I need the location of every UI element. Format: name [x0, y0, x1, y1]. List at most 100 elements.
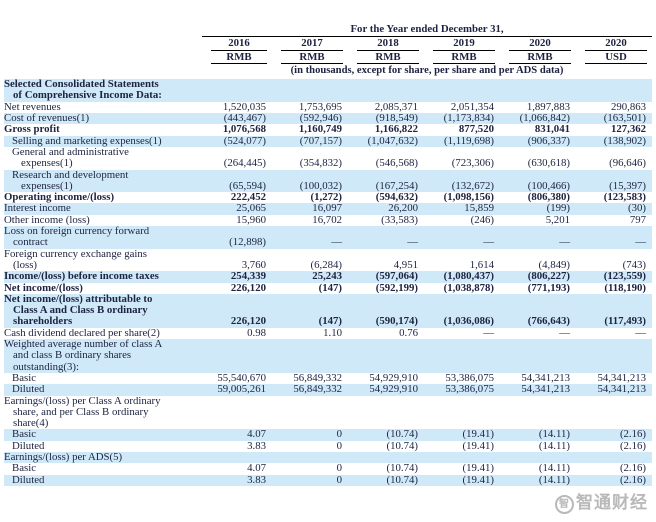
cell-value	[272, 79, 348, 102]
cell-value: 4,951	[348, 248, 424, 272]
cell-value: 16,702	[272, 214, 348, 227]
cell-value: (132,672)	[424, 169, 500, 193]
cell-value	[576, 451, 653, 464]
year-label: 2019	[433, 38, 495, 51]
cell-value: (918,549)	[348, 112, 424, 125]
currency-label: RMB	[509, 51, 571, 64]
header-spacer	[4, 64, 202, 79]
cell-value: 226,120	[202, 282, 272, 294]
cell-value: 1,520,035	[202, 101, 272, 114]
cell-value: —	[348, 226, 424, 249]
cell-value: (96,646)	[576, 146, 653, 170]
cell-value: (10.74)	[348, 474, 424, 486]
cell-value: (100,466)	[500, 169, 576, 193]
header-spacer	[4, 37, 202, 51]
cell-value: 0.76	[348, 327, 424, 340]
table-row: Loss on foreign currency forward contract…	[4, 225, 653, 249]
year-column-header: 2019	[424, 37, 500, 51]
watermark-text: 智通财经	[576, 493, 648, 513]
cell-value: 226,120	[202, 293, 272, 328]
cell-value: 2,051,354	[424, 101, 500, 114]
cell-value: 3.83	[202, 474, 272, 486]
table-row: Interest income 25,065 16,097 26,200 15,859(…	[4, 203, 653, 215]
cell-value: (2.16)	[576, 462, 653, 475]
currency-column-header: RMB	[424, 51, 500, 64]
currency-column-header: USD	[576, 51, 652, 64]
row-label: Basic	[4, 429, 202, 441]
cell-value: (123,583)	[576, 191, 653, 204]
cell-value: 127,362	[576, 124, 653, 136]
cell-value: (806,380)	[500, 191, 576, 204]
cell-value: (2.16)	[576, 429, 653, 441]
cell-value: (590,174)	[348, 293, 424, 328]
table-row: Basic 55,540,670 56,849,332 54,929,910 53,38…	[4, 372, 653, 385]
cell-value: 0	[272, 440, 348, 452]
table-row: Selling and marketing expenses(1) (524,07…	[4, 135, 653, 147]
cell-value: (1,066,842)	[500, 112, 576, 125]
cell-value	[202, 79, 272, 102]
cell-value: 54,341,213	[500, 372, 576, 385]
cell-value: —	[576, 327, 653, 340]
year-column-header: 2020	[576, 37, 652, 51]
table-row: Gross profit 1,076,568 1,160,749 1,166,822 8…	[4, 124, 653, 136]
cell-value: 254,339	[202, 270, 272, 283]
cell-value	[424, 79, 500, 102]
currency-column-header: RMB	[348, 51, 424, 64]
table-row: Income/(loss) before income taxes 254,339…	[4, 270, 653, 283]
row-label: Basic	[4, 372, 202, 385]
cell-value	[500, 79, 576, 102]
row-label: Foreign currency exchange gains (loss)	[4, 248, 202, 272]
watermark: 智智通财经	[555, 488, 648, 514]
cell-value: (19.41)	[424, 462, 500, 475]
cell-value: (14.11)	[500, 440, 576, 452]
cell-value: (118,190)	[576, 282, 653, 294]
cell-value: 25,243	[272, 270, 348, 283]
cell-value: 831,041	[500, 124, 576, 136]
cell-value: (2.16)	[576, 474, 653, 486]
year-label: 2017	[281, 38, 343, 51]
cell-value: 15,960	[202, 214, 272, 227]
table-row: Earnings/(loss) per ADS(5)	[4, 451, 653, 464]
cell-value: (33,583)	[348, 214, 424, 227]
currency-column-header: RMB	[202, 51, 272, 64]
cell-value: 5,201	[500, 214, 576, 227]
cell-value: 1,160,749	[272, 124, 348, 136]
cell-value: (19.41)	[424, 474, 500, 486]
row-label: Cost of revenues(1)	[4, 112, 202, 125]
table-row: Cost of revenues(1) (443,467) (592,946) (91…	[4, 112, 653, 125]
cell-value: 1,897,883	[500, 101, 576, 114]
cell-value: 1,753,695	[272, 101, 348, 114]
cell-value: 3.83	[202, 440, 272, 452]
row-label: Operating income/(loss)	[4, 191, 202, 204]
cell-value: 0	[272, 429, 348, 441]
cell-value	[348, 451, 424, 464]
row-label: Research and development expenses(1)	[4, 169, 202, 193]
table-row: Operating income/(loss) 222,452 (1,272) (59…	[4, 191, 653, 204]
cell-value: —	[272, 226, 348, 249]
cell-value: (443,467)	[202, 112, 272, 125]
cell-value: (1,272)	[272, 191, 348, 204]
cell-value: (14.11)	[500, 462, 576, 475]
cell-value: (19.41)	[424, 429, 500, 441]
cell-value: (117,493)	[576, 293, 653, 328]
cell-value: 15,859	[424, 203, 500, 215]
cell-value: (630,618)	[500, 146, 576, 170]
cell-value	[576, 79, 653, 102]
cell-value: 55,540,670	[202, 372, 272, 385]
cell-value: (1,098,156)	[424, 191, 500, 204]
year-header-row: 2016 2017 2018 2019 2020 2020	[4, 37, 652, 51]
cell-value: 16,097	[272, 203, 348, 215]
cell-value: 54,929,910	[348, 383, 424, 396]
cell-value: (4,849)	[500, 248, 576, 272]
cell-value: (524,077)	[202, 135, 272, 147]
cell-value: (1,119,698)	[424, 135, 500, 147]
cell-value: 4.07	[202, 462, 272, 475]
cell-value	[500, 339, 576, 373]
cell-value: 0.98	[202, 327, 272, 340]
table-row: Selected Consolidated Statements of Compr…	[4, 79, 653, 102]
row-label: Interest income	[4, 203, 202, 215]
currency-column-header: RMB	[500, 51, 576, 64]
cell-value: 54,341,213	[500, 383, 576, 396]
